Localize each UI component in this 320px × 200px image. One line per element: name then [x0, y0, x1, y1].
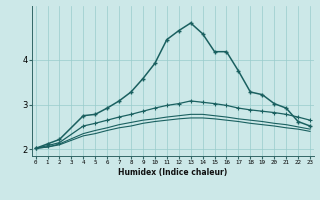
X-axis label: Humidex (Indice chaleur): Humidex (Indice chaleur)	[118, 168, 228, 177]
